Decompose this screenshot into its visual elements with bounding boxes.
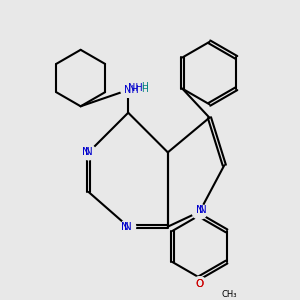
Text: O: O [195, 279, 204, 289]
Text: CH₃: CH₃ [221, 290, 237, 298]
Text: NH: NH [128, 83, 143, 93]
Circle shape [192, 204, 207, 219]
Text: N: N [196, 205, 203, 215]
Text: N: N [124, 222, 132, 232]
Text: H: H [141, 82, 148, 91]
Circle shape [192, 277, 207, 292]
Text: O: O [195, 279, 204, 289]
Circle shape [121, 82, 136, 98]
Circle shape [121, 219, 136, 234]
Text: N: N [85, 147, 92, 157]
Text: H: H [141, 85, 148, 94]
Text: NH: NH [124, 85, 139, 95]
Circle shape [81, 145, 96, 160]
Text: N: N [82, 147, 89, 157]
Text: N: N [122, 222, 129, 232]
Text: N: N [200, 205, 207, 215]
